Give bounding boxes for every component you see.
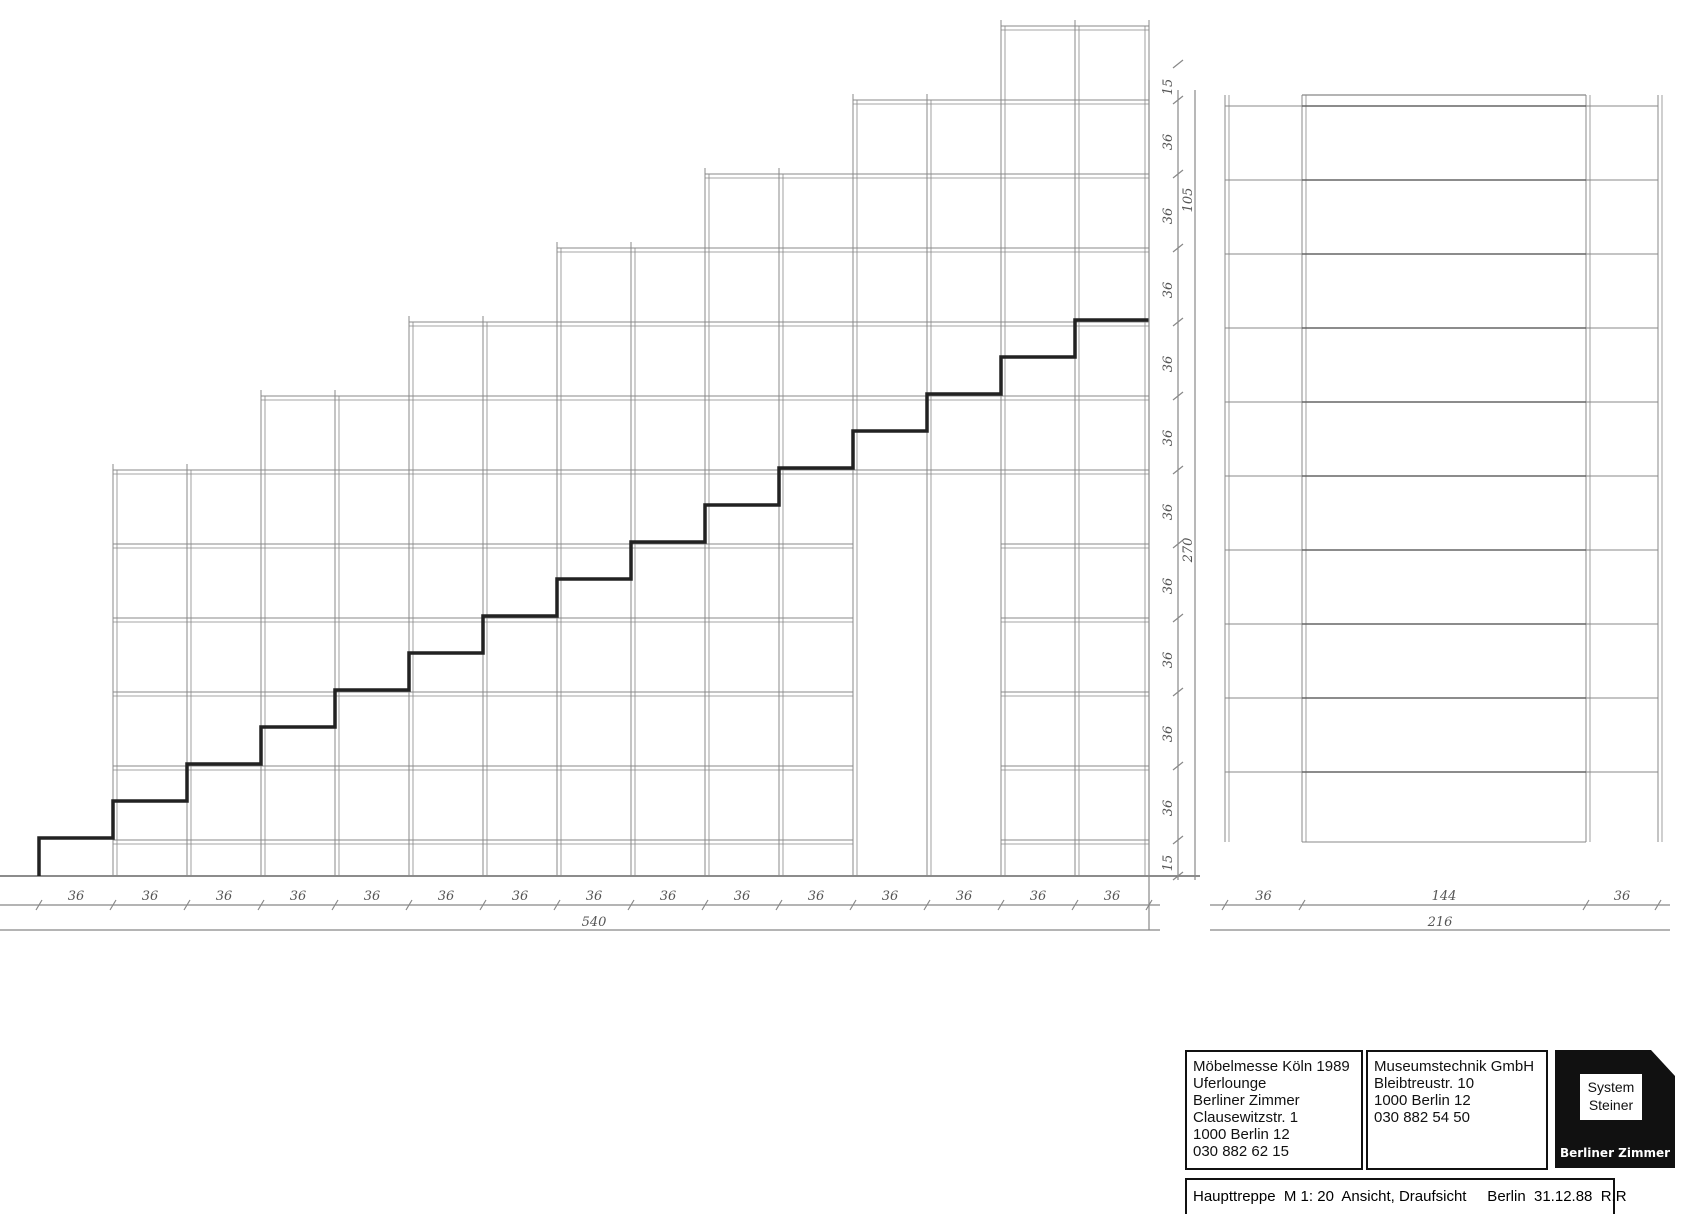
dimension-label: 36 [68, 889, 85, 904]
client-address-box: Möbelmesse Köln 1989 Uferlounge Berliner… [1185, 1050, 1363, 1170]
dimension-label: 36 [586, 889, 603, 904]
client-line: Berliner Zimmer [1193, 1092, 1300, 1109]
dimension-label: 36 [1161, 356, 1176, 373]
dimension-tick [1172, 465, 1184, 475]
dimension-label: 36 [1104, 889, 1121, 904]
client-line: 1000 Berlin 12 [1193, 1126, 1290, 1143]
dimension-tick [1221, 899, 1229, 911]
dimension-label: 15 [1161, 79, 1176, 96]
drawing-caption: Haupttreppe M 1: 20 Ansicht, Draufsicht … [1185, 1178, 1627, 1214]
dimension-label: 36 [734, 889, 751, 904]
contractor-line: 030 882 54 50 [1374, 1109, 1470, 1126]
dimension-tick [1172, 317, 1184, 327]
client-line: Möbelmesse Köln 1989 [1193, 1058, 1350, 1075]
dimension-tick [775, 899, 783, 911]
dimension-label: 36 [1161, 652, 1176, 669]
dimension-tick [849, 899, 857, 911]
dimension-tick [1172, 95, 1184, 105]
dimension-tick [1172, 59, 1184, 69]
dimension-total-label: 216 [1427, 915, 1453, 930]
system-steiner-logo: System Steiner Berliner Zimmer [1555, 1050, 1675, 1168]
dimension-label: 36 [1161, 282, 1176, 299]
dimension-label: 36 [1255, 889, 1272, 904]
dimension-tick [627, 899, 635, 911]
dimension-tick [1582, 899, 1590, 911]
dimension-label: 36 [216, 889, 233, 904]
dimension-label: 36 [1161, 504, 1176, 521]
dimension-label: 36 [142, 889, 159, 904]
contractor-line: 1000 Berlin 12 [1374, 1092, 1471, 1109]
dimension-tick [1298, 899, 1306, 911]
dimension-label: 36 [1161, 578, 1176, 595]
dimension-tick [405, 899, 413, 911]
dimension-tick [35, 899, 43, 911]
dimension-label: 36 [1161, 134, 1176, 151]
dimension-tick [1654, 899, 1662, 911]
dimension-tick [479, 899, 487, 911]
dimension-label: 36 [290, 889, 307, 904]
dimension-label: 36 [1161, 430, 1176, 447]
dimension-tick [997, 899, 1005, 911]
dimension-tick [1172, 687, 1184, 697]
dimension-tick [1172, 391, 1184, 401]
logo-text-bottom: Steiner [1588, 1097, 1634, 1113]
dimension-label: 36 [1161, 726, 1176, 743]
dimension-label: 36 [364, 889, 381, 904]
dimension-tick [109, 899, 117, 911]
dimension-label: 36 [660, 889, 677, 904]
dimension-label: 36 [956, 889, 973, 904]
dimension-label: 36 [1161, 800, 1176, 817]
dimension-label: 36 [1161, 208, 1176, 225]
dimension-tick [1172, 761, 1184, 771]
dimension-tick [923, 899, 931, 911]
client-line: Clausewitzstr. 1 [1193, 1109, 1299, 1126]
dimension-tick [331, 899, 339, 911]
contractor-line: Bleibtreustr. 10 [1374, 1075, 1475, 1092]
dimension-tick [1172, 169, 1184, 179]
dimension-tick [701, 899, 709, 911]
contractor-address-box: Museumstechnik GmbH Bleibtreustr. 10 100… [1366, 1050, 1548, 1170]
dimension-tick [183, 899, 191, 911]
logo-text-top: System [1587, 1079, 1635, 1095]
dimension-label: 36 [882, 889, 899, 904]
dimension-label: 36 [1030, 889, 1047, 904]
dimension-label: 36 [438, 889, 455, 904]
dimension-tick [1172, 613, 1184, 623]
dimension-tick [553, 899, 561, 911]
dimension-total-label: 105 [1181, 188, 1196, 213]
dimension-label: 15 [1161, 855, 1176, 872]
dimension-tick [1172, 243, 1184, 253]
dimension-tick [1172, 871, 1184, 881]
dimension-tick [1172, 835, 1184, 845]
dimension-label: 36 [808, 889, 825, 904]
dimension-label: 36 [1614, 889, 1631, 904]
dimension-tick [257, 899, 265, 911]
logo-brand: Berliner Zimmer [1559, 1146, 1671, 1160]
client-line: Uferlounge [1193, 1075, 1267, 1092]
dimension-label: 36 [512, 889, 529, 904]
dimension-total-label: 270 [1181, 538, 1196, 564]
dimension-tick [1071, 899, 1079, 911]
dimension-tick [1172, 539, 1184, 549]
client-line: 030 882 62 15 [1193, 1143, 1289, 1160]
contractor-line: Museumstechnik GmbH [1374, 1058, 1535, 1075]
dimension-total-label: 540 [582, 915, 607, 930]
stair-profile [37, 318, 1149, 876]
dimension-label: 144 [1432, 889, 1457, 904]
